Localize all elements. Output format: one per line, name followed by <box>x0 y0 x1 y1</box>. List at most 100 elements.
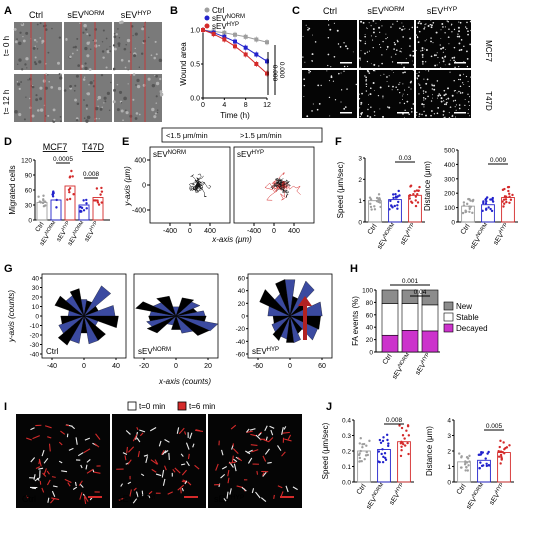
fluorescent-cell <box>462 82 464 84</box>
cell-speckle <box>103 102 105 104</box>
fluorescent-cell <box>463 45 465 48</box>
fluorescent-cell <box>307 27 309 29</box>
fluorescent-cell <box>439 44 441 46</box>
f-distance-data-point <box>484 208 488 211</box>
fluorescent-cell <box>439 62 440 64</box>
fluorescent-cell <box>392 85 394 88</box>
f-distance-data-point <box>472 198 475 202</box>
j-speed-data-point <box>377 450 381 453</box>
fluorescent-cell <box>359 66 361 68</box>
fluorescent-cell <box>359 115 361 118</box>
j-distance-y-tick-label: 0 <box>447 480 451 487</box>
fluorescent-cell <box>445 103 448 106</box>
fluorescent-cell <box>369 93 372 96</box>
b-legend-marker <box>204 23 210 29</box>
fluorescent-cell <box>372 20 375 22</box>
cell-speckle <box>134 32 138 36</box>
j-speed-data-point <box>384 458 388 462</box>
h-y-tick-label: 0 <box>369 350 373 357</box>
fluorescent-cell <box>399 91 401 94</box>
j-speed-data-point <box>363 457 366 461</box>
h-y-tick-label: 100 <box>362 288 373 295</box>
adhesion-streak <box>189 432 193 439</box>
cell-speckle <box>153 115 157 119</box>
cell-speckle <box>31 85 35 89</box>
panel-c-column-label: sEVHYP <box>427 6 458 16</box>
fluorescent-cell <box>404 109 406 112</box>
e-trajectory <box>274 182 283 188</box>
g-y-tick-label: 0 <box>35 314 39 321</box>
panel-a-row-label: t= 0 h <box>2 36 11 56</box>
cell-speckle <box>60 73 62 75</box>
e-trajectory <box>195 183 204 193</box>
cell-speckle <box>47 51 50 54</box>
fluorescence-tile <box>416 70 471 118</box>
cell-speckle <box>85 28 88 31</box>
fluorescent-cell <box>381 25 383 27</box>
cell-speckle <box>156 109 159 111</box>
cell-speckle <box>27 79 29 81</box>
cell-speckle <box>35 94 38 97</box>
e-y-tick-label: -400 <box>132 208 146 215</box>
j-speed-data-point <box>379 441 383 444</box>
cell-speckle <box>151 107 155 112</box>
adhesion-streak <box>281 426 284 435</box>
fluorescent-cell <box>365 80 367 82</box>
fluorescent-cell <box>458 90 460 93</box>
cell-speckle <box>84 46 88 51</box>
f-distance-y-tick-label: 300 <box>444 176 455 183</box>
e-trajectory <box>281 184 289 198</box>
e-trajectory <box>272 181 283 193</box>
cell-speckle <box>86 92 89 95</box>
adhesion-streak <box>176 427 180 434</box>
adhesion-streak <box>181 487 184 492</box>
fluorescent-cell <box>359 57 361 60</box>
f-distance-data-point <box>503 202 506 205</box>
b-legend-label: Ctrl <box>212 6 225 15</box>
fa-micrograph <box>112 414 206 508</box>
fluorescent-cell <box>367 108 369 111</box>
e-x-tick-label: 400 <box>288 228 300 235</box>
d-bar <box>50 199 62 221</box>
fluorescent-cell <box>306 115 309 118</box>
fluorescent-cell <box>373 90 375 91</box>
fluorescent-cell <box>408 28 410 30</box>
fluorescent-cell <box>302 35 304 37</box>
cell-speckle <box>20 22 25 27</box>
j-speed-data-point <box>406 424 410 427</box>
b-legend-marker <box>204 15 210 21</box>
j-speed-data-point <box>387 442 390 445</box>
scale-bar <box>340 62 352 64</box>
fluorescent-cell <box>328 96 331 99</box>
adhesion-streak <box>67 482 71 487</box>
fluorescent-cell <box>433 88 436 91</box>
j-speed-data-point <box>358 452 361 455</box>
d-data-point <box>97 203 101 206</box>
cell-speckle <box>59 120 62 123</box>
f-speed-data-point <box>408 197 411 200</box>
fluorescent-cell <box>402 25 404 27</box>
adhesion-streak <box>172 468 176 473</box>
fluorescent-cell <box>467 33 469 36</box>
fluorescent-cell <box>425 69 427 71</box>
j-distance-data-point <box>464 469 467 472</box>
adhesion-streak <box>65 424 70 427</box>
j-speed-data-point <box>385 433 389 437</box>
d-data-point <box>51 195 55 198</box>
adhesion-streak <box>86 459 91 463</box>
fluorescence-tile <box>359 20 414 68</box>
fluorescent-cell <box>366 69 369 72</box>
adhesion-streak <box>80 464 83 469</box>
f-distance-data-point <box>467 197 470 201</box>
fluorescent-cell <box>422 97 425 99</box>
g-y-tick-label: 30 <box>32 285 40 292</box>
adhesion-streak <box>255 491 261 499</box>
fluorescent-cell <box>418 20 421 23</box>
adhesion-streak <box>126 446 128 454</box>
fluorescent-cell <box>451 57 454 59</box>
g-y-tick-label: -30 <box>30 342 40 349</box>
adhesion-streak <box>184 480 188 485</box>
fluorescent-cell <box>442 51 444 53</box>
fluorescent-cell <box>336 29 339 32</box>
e-trajectory <box>196 177 200 186</box>
